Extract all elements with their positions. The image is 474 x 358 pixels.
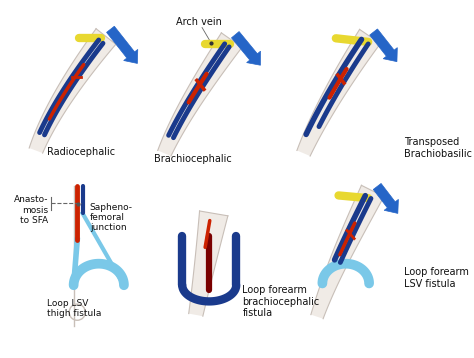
Text: Loop forearm
LSV fistula: Loop forearm LSV fistula <box>404 267 469 289</box>
Polygon shape <box>311 185 384 319</box>
Polygon shape <box>370 29 397 62</box>
Text: Radiocephalic: Radiocephalic <box>47 147 115 157</box>
Polygon shape <box>29 29 116 153</box>
Text: Transposed
Brachiobasilic: Transposed Brachiobasilic <box>404 137 472 159</box>
Text: Anasto-
mosis
to SFA: Anasto- mosis to SFA <box>14 195 48 225</box>
Polygon shape <box>231 32 261 65</box>
Text: Loop LSV
thigh fistula: Loop LSV thigh fistula <box>47 299 101 318</box>
Polygon shape <box>189 211 228 316</box>
Polygon shape <box>297 29 380 156</box>
Polygon shape <box>107 26 138 63</box>
Polygon shape <box>373 183 398 213</box>
Text: Arch vein: Arch vein <box>176 17 222 27</box>
Text: Loop forearm
brachiocephalic
fistula: Loop forearm brachiocephalic fistula <box>243 285 320 319</box>
Text: Sapheno-
femoral
junction: Sapheno- femoral junction <box>90 203 133 232</box>
Text: Brachiocephalic: Brachiocephalic <box>154 154 232 164</box>
Polygon shape <box>158 33 242 156</box>
